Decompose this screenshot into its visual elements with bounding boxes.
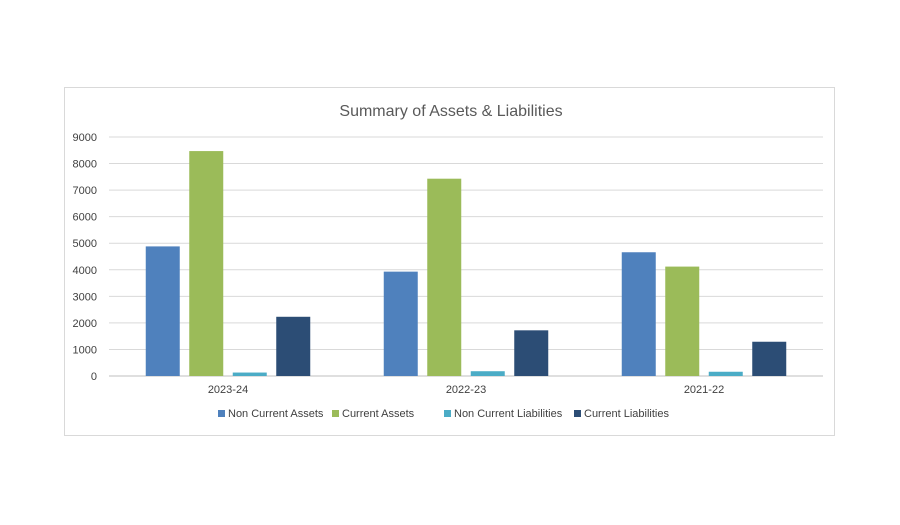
chart-title: Summary of Assets & Liabilities — [339, 103, 562, 120]
bar-non-current-liabilities — [470, 371, 505, 376]
chart-canvas: Summary of Assets & Liabilities 0 1000 200… — [73, 103, 823, 420]
x-tick-label: 2023-24 — [208, 384, 248, 396]
gridlines — [109, 136, 823, 377]
legend: Non Current Assets Current Assets Non Curr… — [218, 408, 669, 420]
chart-container: Summary of Assets & Liabilities 0 1000 200… — [64, 87, 835, 436]
legend-swatch — [332, 410, 339, 417]
bar-current-liabilities — [752, 341, 787, 376]
y-tick-label: 0 — [91, 371, 97, 383]
legend-label: Current Assets — [342, 408, 415, 420]
legend-label: Non Current Assets — [228, 408, 324, 420]
y-tick-label: 3000 — [73, 291, 97, 303]
y-axis-tick-labels: 0 1000 2000 3000 4000 5000 6000 7000 8000 9000 — [73, 132, 97, 383]
legend-swatch — [444, 410, 451, 417]
legend-swatch — [574, 410, 581, 417]
legend-swatch — [218, 410, 225, 417]
bar-non-current-assets — [145, 246, 180, 376]
y-tick-label: 7000 — [73, 185, 97, 197]
bar-current-assets — [665, 266, 700, 376]
x-axis-tick-labels: 2023-24 2022-23 2021-22 — [208, 384, 724, 396]
bar-non-current-liabilities — [708, 371, 743, 376]
y-tick-label: 5000 — [73, 238, 97, 250]
x-tick-label: 2021-22 — [684, 384, 724, 396]
bar-current-liabilities — [276, 316, 311, 376]
bar-current-liabilities — [514, 330, 549, 376]
y-tick-label: 6000 — [73, 212, 97, 224]
bar-non-current-liabilities — [232, 372, 267, 376]
legend-label: Current Liabilities — [584, 408, 669, 420]
bar-current-assets — [427, 178, 462, 376]
bars — [145, 151, 787, 376]
bar-current-assets — [189, 151, 224, 376]
y-tick-label: 2000 — [73, 318, 97, 330]
bar-non-current-assets — [621, 252, 656, 376]
bar-non-current-assets — [383, 271, 418, 376]
x-tick-label: 2022-23 — [446, 384, 486, 396]
legend-label: Non Current Liabilities — [454, 408, 563, 420]
y-tick-label: 9000 — [73, 132, 97, 144]
y-tick-label: 4000 — [73, 265, 97, 277]
y-tick-label: 1000 — [73, 344, 97, 356]
y-tick-label: 8000 — [73, 159, 97, 171]
